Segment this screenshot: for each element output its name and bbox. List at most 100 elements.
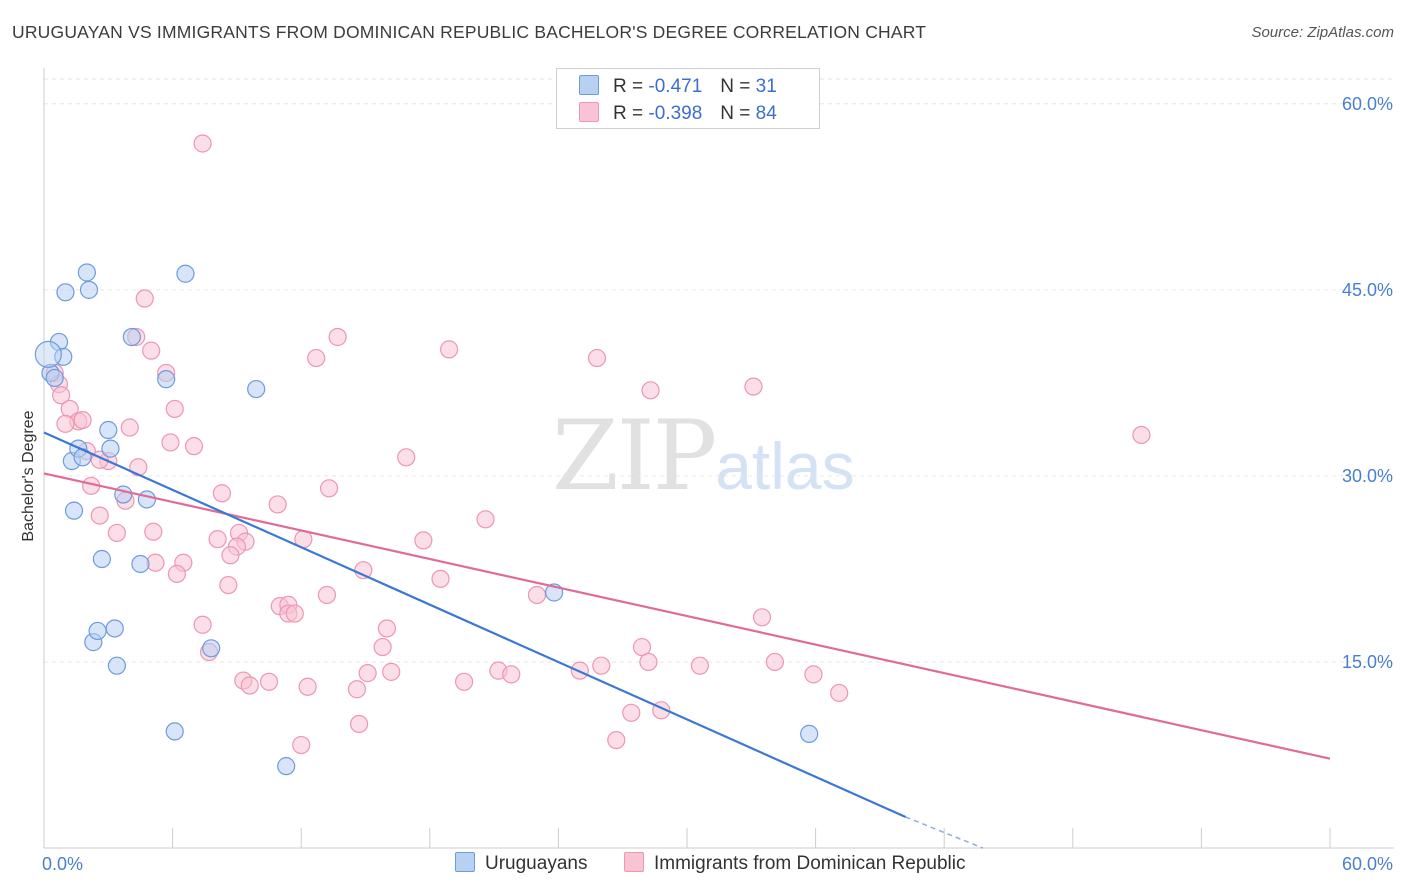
trend-lines xyxy=(43,431,1331,849)
dominican-point xyxy=(527,585,547,605)
dominican-point xyxy=(1132,425,1151,445)
dominican-point xyxy=(240,676,259,695)
legend-swatch-pink xyxy=(579,102,599,122)
dominican-point xyxy=(259,672,279,691)
uruguayan-point xyxy=(137,490,156,509)
dominican-trend-line xyxy=(43,472,1331,760)
dominican-point xyxy=(502,665,521,684)
dominican-point xyxy=(165,399,184,419)
dominican-point xyxy=(690,656,709,675)
dominican-point xyxy=(129,458,148,477)
dominican-point xyxy=(193,615,212,634)
grid-lines xyxy=(44,78,1394,663)
dominican-point xyxy=(377,619,397,638)
dominican-point xyxy=(307,348,326,368)
axes xyxy=(43,68,1394,849)
series-legend-uruguayans: Uruguayans xyxy=(455,852,587,875)
dominican-point xyxy=(397,448,416,467)
uruguayan-point xyxy=(165,722,184,741)
dominican-point xyxy=(193,134,212,153)
uruguayan-point xyxy=(77,263,96,282)
uruguayan-point xyxy=(202,639,221,658)
dominican-point xyxy=(208,530,227,549)
series-dominican-points xyxy=(45,134,1151,755)
watermark-atlas: atlas xyxy=(715,429,855,503)
dominican-point xyxy=(752,608,772,627)
dominican-point xyxy=(744,377,763,396)
dominican-point xyxy=(328,327,347,347)
dominican-point xyxy=(317,585,337,605)
dominican-point xyxy=(73,410,92,430)
dominican-point xyxy=(221,546,240,565)
dominican-point xyxy=(146,553,165,572)
uruguayan-point xyxy=(99,420,118,440)
dominican-point xyxy=(120,418,139,437)
uruguayan-trend-extension xyxy=(905,816,984,849)
legend-swatch-blue xyxy=(579,75,599,95)
dominican-point xyxy=(285,604,304,623)
uruguayan-point xyxy=(131,554,150,574)
dominican-point xyxy=(56,414,75,433)
series-legend-dominican: Immigrants from Dominican Republic xyxy=(624,852,966,875)
y-tick-label: 45.0% xyxy=(1342,280,1393,300)
dominican-point xyxy=(641,381,660,400)
dominican-point xyxy=(358,664,377,683)
watermark-zip: ZIP xyxy=(552,400,717,512)
dominican-point xyxy=(212,484,231,503)
dominican-point xyxy=(622,703,641,722)
dominican-point xyxy=(349,714,369,734)
dominican-point xyxy=(161,433,180,452)
uruguayan-point xyxy=(122,327,141,347)
uruguayan-point xyxy=(277,757,296,776)
dominican-point xyxy=(454,672,474,691)
y-tick-label: 60.0% xyxy=(1342,94,1393,114)
uruguayan-point xyxy=(92,549,111,569)
dominican-point xyxy=(765,652,784,672)
uruguayan-trend-line xyxy=(43,431,907,818)
dominican-point xyxy=(830,683,849,703)
dominican-point xyxy=(184,437,204,456)
dominican-point xyxy=(319,479,339,498)
dominican-point xyxy=(431,569,450,588)
dominican-point xyxy=(298,677,317,696)
series-swatch-blue xyxy=(455,852,475,872)
dominican-point xyxy=(592,656,611,675)
dominican-point xyxy=(292,735,311,755)
y-axis-label: Bachelor's Degree xyxy=(20,410,37,541)
uruguayan-point xyxy=(64,501,84,520)
uruguayan-point xyxy=(800,724,819,743)
dominican-point xyxy=(142,341,161,360)
dominican-point xyxy=(373,637,392,657)
legend-row-uruguayans: R = -0.471 N = 31 xyxy=(579,75,777,99)
y-tick-label: 30.0% xyxy=(1342,466,1393,486)
uruguayan-point xyxy=(247,379,266,399)
dominican-point xyxy=(382,662,401,681)
tick-labels: 15.0% 30.0% 45.0% 60.0% 0.0% 60.0% xyxy=(42,94,1393,874)
uruguayan-point xyxy=(45,368,64,388)
uruguayan-point xyxy=(176,264,195,283)
legend-n-value: 84 xyxy=(755,103,777,124)
dominican-point xyxy=(90,506,109,525)
watermark: ZIPatlas xyxy=(552,400,855,512)
uruguayan-point xyxy=(107,656,126,675)
legend-row-dominican: R = -0.398 N = 84 xyxy=(579,102,777,126)
uruguayan-point xyxy=(88,621,107,641)
dominican-point xyxy=(476,510,495,529)
uruguayan-point xyxy=(79,280,99,299)
dominican-point xyxy=(144,522,163,541)
source-credit: Source: ZipAtlas.com xyxy=(1251,24,1394,41)
dominican-point xyxy=(167,564,186,583)
uruguayan-point xyxy=(114,485,133,504)
series-swatch-pink xyxy=(624,852,644,872)
uruguayan-point xyxy=(56,283,75,302)
legend-n-label: N = xyxy=(720,103,751,124)
dominican-point xyxy=(414,531,433,550)
correlation-legend: R = -0.471 N = 31 R = -0.398 N = 84 xyxy=(556,68,820,129)
dominican-point xyxy=(439,340,459,359)
legend-n-value: 31 xyxy=(755,76,777,97)
dominican-point xyxy=(107,523,126,543)
dominican-point xyxy=(607,730,626,750)
uruguayan-point xyxy=(101,439,120,458)
legend-r-value: -0.471 xyxy=(648,76,703,97)
